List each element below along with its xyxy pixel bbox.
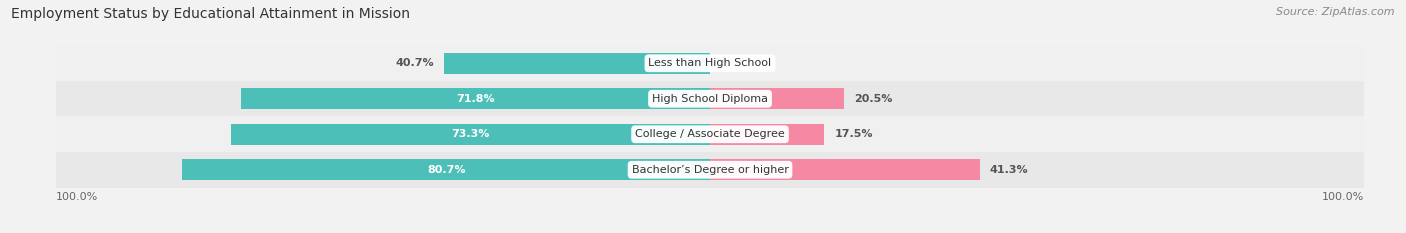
Text: 80.7%: 80.7% [427,165,465,175]
Bar [56,116,1364,152]
Bar [56,45,1364,81]
Text: Less than High School: Less than High School [648,58,772,68]
Text: Bachelor’s Degree or higher: Bachelor’s Degree or higher [631,165,789,175]
Bar [710,89,844,109]
Text: College / Associate Degree: College / Associate Degree [636,129,785,139]
Bar [240,89,710,109]
Bar [444,53,710,74]
Text: 17.5%: 17.5% [834,129,873,139]
Text: Employment Status by Educational Attainment in Mission: Employment Status by Educational Attainm… [11,7,411,21]
Bar [56,152,1364,188]
Bar [56,81,1364,116]
Bar [231,124,710,144]
Text: 40.7%: 40.7% [395,58,434,68]
Bar [710,159,980,180]
Text: 41.3%: 41.3% [990,165,1028,175]
Bar [183,159,710,180]
Bar [710,124,824,144]
Text: 20.5%: 20.5% [853,94,893,104]
Text: 73.3%: 73.3% [451,129,489,139]
Text: 100.0%: 100.0% [1322,192,1364,202]
Text: 71.8%: 71.8% [456,94,495,104]
Text: Source: ZipAtlas.com: Source: ZipAtlas.com [1277,7,1395,17]
Text: High School Diploma: High School Diploma [652,94,768,104]
Text: 100.0%: 100.0% [56,192,98,202]
Text: 0.0%: 0.0% [720,58,751,68]
